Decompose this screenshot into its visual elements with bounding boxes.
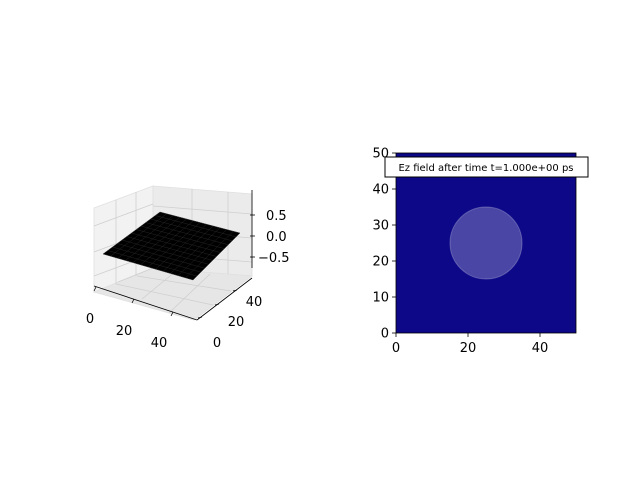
x-tick-mark: [170, 311, 174, 317]
x-tick-label: 40: [151, 336, 168, 351]
y-tick-label: 20: [228, 315, 245, 330]
y-tick-label: 20: [372, 255, 389, 270]
y-tick-label: 30: [372, 219, 389, 234]
y-axis-line: [196, 277, 253, 321]
grid-line: [136, 275, 232, 292]
x-tick-mark: [93, 286, 97, 292]
x-tick-label: 0: [86, 312, 94, 327]
y-tick-mark: [214, 303, 220, 306]
y-tick-label: 40: [246, 295, 263, 310]
x-tick-label: 0: [392, 341, 400, 356]
y-tick-mark: [197, 316, 203, 319]
annotation-box: [384, 156, 589, 178]
surface-mesh-line: [185, 231, 234, 278]
y-tick-label: 10: [372, 291, 389, 306]
grid-line: [115, 283, 214, 306]
grid-line: [93, 203, 154, 227]
y-tick-label: 40: [372, 183, 389, 198]
x-tick-label: 40: [532, 341, 549, 356]
y-tick-label: 0: [381, 327, 389, 342]
annotation-text: Ez field after time t=1.000e+00 ps: [398, 163, 573, 174]
grid-line: [141, 270, 177, 300]
y-tick-mark: [232, 289, 238, 292]
z-tick-label: 0.5: [266, 209, 287, 224]
surface-mesh-line: [155, 215, 237, 238]
plot-frame: [395, 152, 577, 334]
z-tick-label: 0.0: [266, 230, 287, 245]
surface-mesh-line: [177, 229, 227, 276]
grid-line: [117, 267, 154, 283]
y-tick-label: 0: [213, 336, 221, 351]
x-tick-label: 20: [460, 341, 477, 356]
grid-line: [152, 205, 253, 215]
z-tick-label: −0.5: [258, 251, 290, 266]
grid-line: [168, 273, 211, 314]
surface-mesh-lines: [107, 213, 237, 278]
field-area: [396, 153, 576, 333]
x-tick-label: 20: [116, 324, 133, 339]
x-tick-mark: [131, 298, 135, 304]
surface-3d-plot: 0 20 40 0 20 40 0.5 0.0 −0.5: [86, 185, 290, 351]
x-axis-line: [93, 285, 198, 321]
obstacle-circle: [449, 206, 523, 280]
